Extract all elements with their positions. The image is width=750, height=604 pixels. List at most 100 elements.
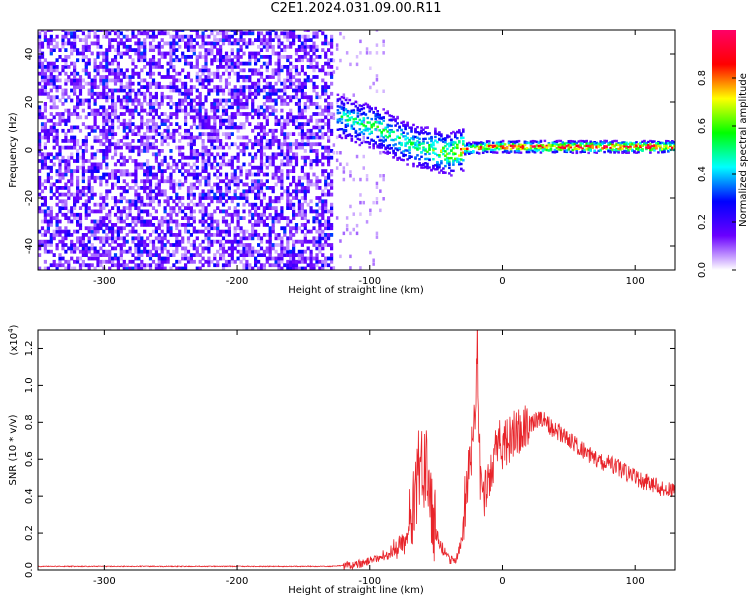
heatmap-cell	[148, 85, 153, 89]
heatmap-cell	[300, 81, 304, 86]
heatmap-cell	[265, 132, 269, 136]
heatmap-cell	[224, 34, 229, 39]
heatmap-cell	[224, 108, 229, 113]
heatmap-cell	[262, 223, 266, 227]
heatmap-cell	[52, 61, 56, 66]
heatmap-cell	[280, 95, 284, 100]
heatmap-cell	[262, 85, 266, 89]
heatmap-cell	[76, 139, 80, 143]
heatmap-cell	[414, 146, 417, 150]
heatmap-cell	[49, 236, 53, 241]
heatmap-cell	[172, 253, 176, 257]
heatmap-cell	[342, 166, 346, 170]
heatmap-cell	[55, 135, 59, 140]
heatmap-cell	[408, 156, 411, 160]
heatmap-cell	[99, 236, 103, 241]
heatmap-cell	[175, 122, 179, 126]
heatmap-cell	[154, 108, 158, 113]
heatmap-cell	[67, 209, 71, 214]
heatmap-cell	[128, 246, 132, 251]
heatmap-cell	[318, 179, 322, 184]
heatmap-cell	[303, 236, 307, 241]
heatmap-cell	[236, 102, 240, 106]
heatmap-cell	[181, 68, 185, 73]
heatmap-cell	[292, 31, 296, 36]
heatmap-cell	[143, 249, 147, 254]
heatmap-cell	[366, 121, 370, 124]
heatmap-cell	[90, 108, 94, 113]
heatmap-cell	[207, 78, 211, 83]
heatmap-cell	[181, 196, 185, 200]
heatmap-cell	[125, 189, 129, 194]
heatmap-cell	[111, 259, 115, 264]
heatmap-cell	[131, 81, 135, 86]
heatmap-cell	[432, 147, 435, 150]
heatmap-cell	[430, 145, 433, 148]
heatmap-cell	[300, 34, 304, 39]
heatmap-cell	[154, 44, 158, 49]
heatmap-cell	[221, 132, 226, 136]
heatmap-cell	[224, 212, 229, 217]
heatmap-cell	[216, 249, 220, 254]
heatmap-cell	[52, 182, 56, 187]
heatmap-cell	[189, 61, 193, 66]
heatmap-cell	[259, 236, 264, 241]
heatmap-cell	[195, 75, 199, 79]
heatmap-cell	[458, 129, 461, 132]
heatmap-cell	[73, 169, 77, 173]
heatmap-cell	[216, 189, 220, 194]
heatmap-cell	[312, 112, 316, 116]
heatmap-cell	[40, 44, 45, 49]
heatmap-cell	[216, 115, 220, 120]
heatmap-cell	[303, 85, 307, 89]
heatmap-cell	[277, 68, 281, 73]
heatmap-cell	[122, 259, 126, 264]
heatmap-cell	[175, 102, 179, 106]
heatmap-cell	[300, 256, 304, 261]
heatmap-cell	[499, 145, 503, 148]
heatmap-cell	[157, 152, 161, 157]
heatmap-cell	[346, 101, 350, 105]
heatmap-cell	[198, 135, 202, 140]
heatmap-cell	[327, 172, 331, 177]
heatmap-cell	[189, 139, 193, 143]
heatmap-cell	[300, 128, 304, 133]
heatmap-cell	[394, 153, 397, 156]
heatmap-cell	[172, 199, 176, 204]
heatmap-cell	[61, 91, 65, 96]
heatmap-cell	[172, 30, 176, 32]
heatmap-cell	[122, 243, 126, 247]
heatmap-cell	[160, 122, 164, 126]
heatmap-cell	[257, 31, 261, 36]
heatmap-cell	[380, 143, 383, 147]
heatmap-cell	[175, 219, 179, 224]
heatmap-cell	[67, 139, 71, 143]
heatmap-cell	[300, 122, 304, 126]
heatmap-cell	[169, 253, 173, 257]
heatmap-cell	[265, 85, 269, 89]
heatmap-cell	[327, 263, 331, 268]
heatmap-cell	[169, 149, 173, 153]
heatmap-cell	[93, 41, 97, 46]
heatmap-cell	[259, 55, 264, 59]
heatmap-cell	[375, 200, 379, 205]
heatmap-cell	[233, 182, 237, 187]
heatmap-cell	[297, 209, 301, 214]
heatmap-cell	[166, 61, 170, 66]
heatmap-cell	[219, 239, 223, 244]
heatmap-cell	[233, 30, 237, 32]
heatmap-cell	[321, 162, 325, 167]
heatmap-cell	[134, 263, 138, 268]
heatmap-cell	[93, 112, 97, 116]
heatmap-cell	[146, 162, 150, 167]
heatmap-cell	[81, 51, 85, 56]
heatmap-cell	[148, 186, 153, 190]
heatmap-cell	[283, 85, 287, 89]
heatmap-cell	[43, 145, 47, 150]
heatmap-cell	[128, 249, 132, 254]
heatmap-cell	[70, 81, 74, 86]
heatmap-cell	[224, 65, 229, 69]
heatmap-cell	[274, 196, 278, 200]
heatmap-cell	[315, 202, 319, 207]
heatmap-cell	[254, 61, 258, 66]
